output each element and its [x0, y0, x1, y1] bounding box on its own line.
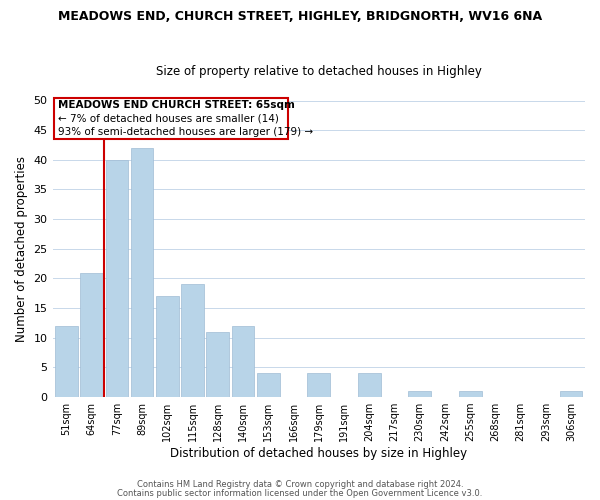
Bar: [131, 148, 154, 397]
Bar: [307, 374, 330, 397]
Y-axis label: Number of detached properties: Number of detached properties: [15, 156, 28, 342]
Bar: [80, 272, 103, 397]
Text: 93% of semi-detached houses are larger (179) →: 93% of semi-detached houses are larger (…: [58, 126, 313, 136]
Text: ← 7% of detached houses are smaller (14): ← 7% of detached houses are smaller (14): [58, 114, 278, 124]
Text: Contains public sector information licensed under the Open Government Licence v3: Contains public sector information licen…: [118, 490, 482, 498]
FancyBboxPatch shape: [54, 98, 289, 139]
Text: MEADOWS END, CHURCH STREET, HIGHLEY, BRIDGNORTH, WV16 6NA: MEADOWS END, CHURCH STREET, HIGHLEY, BRI…: [58, 10, 542, 23]
Bar: [257, 374, 280, 397]
Bar: [459, 391, 482, 397]
Bar: [358, 374, 380, 397]
X-axis label: Distribution of detached houses by size in Highley: Distribution of detached houses by size …: [170, 447, 467, 460]
Title: Size of property relative to detached houses in Highley: Size of property relative to detached ho…: [156, 66, 482, 78]
Bar: [206, 332, 229, 397]
Text: Contains HM Land Registry data © Crown copyright and database right 2024.: Contains HM Land Registry data © Crown c…: [137, 480, 463, 489]
Bar: [232, 326, 254, 397]
Bar: [55, 326, 78, 397]
Text: MEADOWS END CHURCH STREET: 65sqm: MEADOWS END CHURCH STREET: 65sqm: [58, 100, 295, 110]
Bar: [156, 296, 179, 397]
Bar: [106, 160, 128, 397]
Bar: [409, 391, 431, 397]
Bar: [560, 391, 583, 397]
Bar: [181, 284, 204, 397]
